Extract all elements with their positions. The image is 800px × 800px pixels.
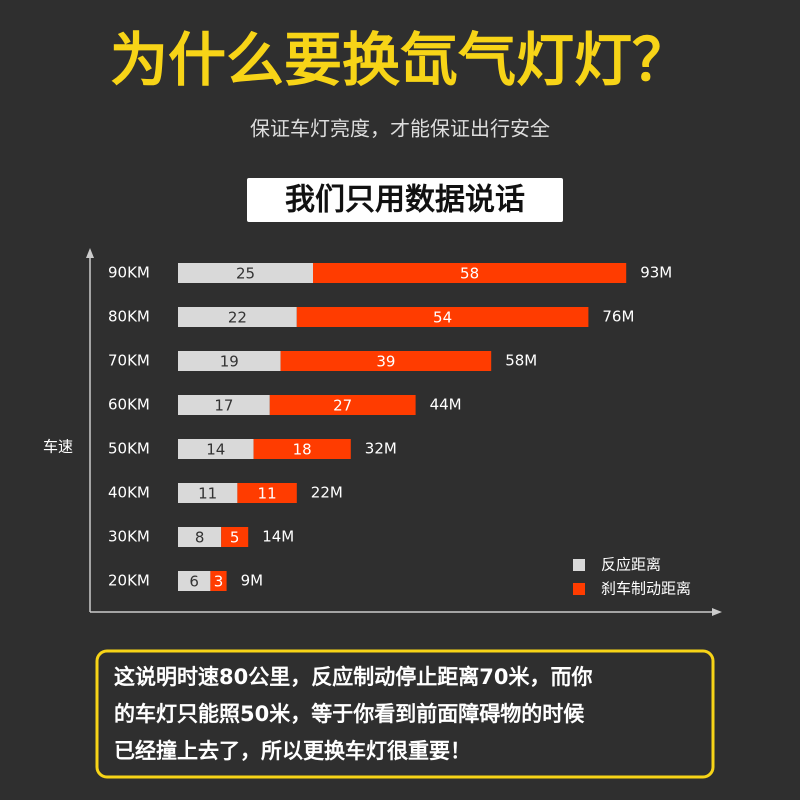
bar-segment: [269, 395, 416, 415]
subtitle: 保证车灯亮度，才能保证出行安全: [250, 117, 550, 141]
category-label: 50KM: [108, 440, 150, 458]
category-label: 20KM: [108, 572, 150, 590]
bar-segment: [178, 483, 238, 503]
y-arrow: [86, 248, 94, 258]
value-label: 6: [189, 573, 199, 591]
value-label: 17: [214, 397, 233, 415]
bar-segment: [221, 527, 249, 547]
total-label: 44M: [430, 396, 462, 414]
value-label: 25: [236, 265, 255, 283]
value-label: 14: [206, 441, 225, 459]
bar-segment: [313, 263, 627, 283]
badge-box: [247, 178, 563, 222]
value-label: 8: [195, 529, 205, 547]
category-label: 90KM: [108, 264, 150, 282]
bar-segment: [178, 527, 222, 547]
category-label: 30KM: [108, 528, 150, 546]
y-axis-label: 车速: [43, 438, 73, 456]
value-label: 3: [214, 573, 224, 591]
total-label: 76M: [602, 308, 634, 326]
note-line: 的车灯只能照50米，等于你看到前面障碍物的时候: [114, 702, 585, 726]
value-label: 27: [333, 397, 352, 415]
bar-segment: [178, 351, 281, 371]
bar-segment: [253, 439, 351, 459]
legend-swatch: [573, 583, 585, 595]
value-label: 22: [228, 309, 247, 327]
legend-swatch: [573, 559, 585, 571]
total-label: 9M: [241, 572, 264, 590]
badge: 我们只用数据说话: [285, 183, 525, 218]
total-label: 22M: [311, 484, 343, 502]
bar-segment: [178, 571, 211, 591]
bar-segment: [178, 439, 254, 459]
category-label: 70KM: [108, 352, 150, 370]
total-label: 93M: [640, 264, 672, 282]
value-label: 11: [198, 485, 217, 503]
total-label: 58M: [505, 352, 537, 370]
category-label: 40KM: [108, 484, 150, 502]
note-box: [95, 649, 715, 779]
note-line: 这说明时速80公里，反应制动停止距离70米，而你: [114, 665, 592, 689]
value-label: 39: [376, 353, 395, 371]
bar-segment: [178, 263, 313, 283]
total-label: 32M: [365, 440, 397, 458]
value-label: 11: [258, 485, 277, 503]
value-label: 18: [293, 441, 312, 459]
bar-segment: [178, 395, 270, 415]
bar-segment: [280, 351, 492, 371]
value-label: 58: [460, 265, 479, 283]
x-arrow: [712, 608, 722, 616]
category-label: 60KM: [108, 396, 150, 414]
bar-segment: [296, 307, 589, 327]
bar-segment: [178, 307, 297, 327]
value-label: 54: [433, 309, 452, 327]
total-label: 14M: [262, 528, 294, 546]
title: 为什么要换氙气灯灯？: [110, 26, 690, 94]
note-line: 已经撞上去了，所以更换车灯很重要！: [114, 739, 471, 763]
bar-segment: [210, 571, 227, 591]
legend-label: 反应距离: [601, 556, 661, 574]
legend-label: 刹车制动距离: [601, 580, 691, 598]
bar-segment: [237, 483, 297, 503]
value-label: 5: [230, 529, 240, 547]
value-label: 19: [220, 353, 239, 371]
category-label: 80KM: [108, 308, 150, 326]
